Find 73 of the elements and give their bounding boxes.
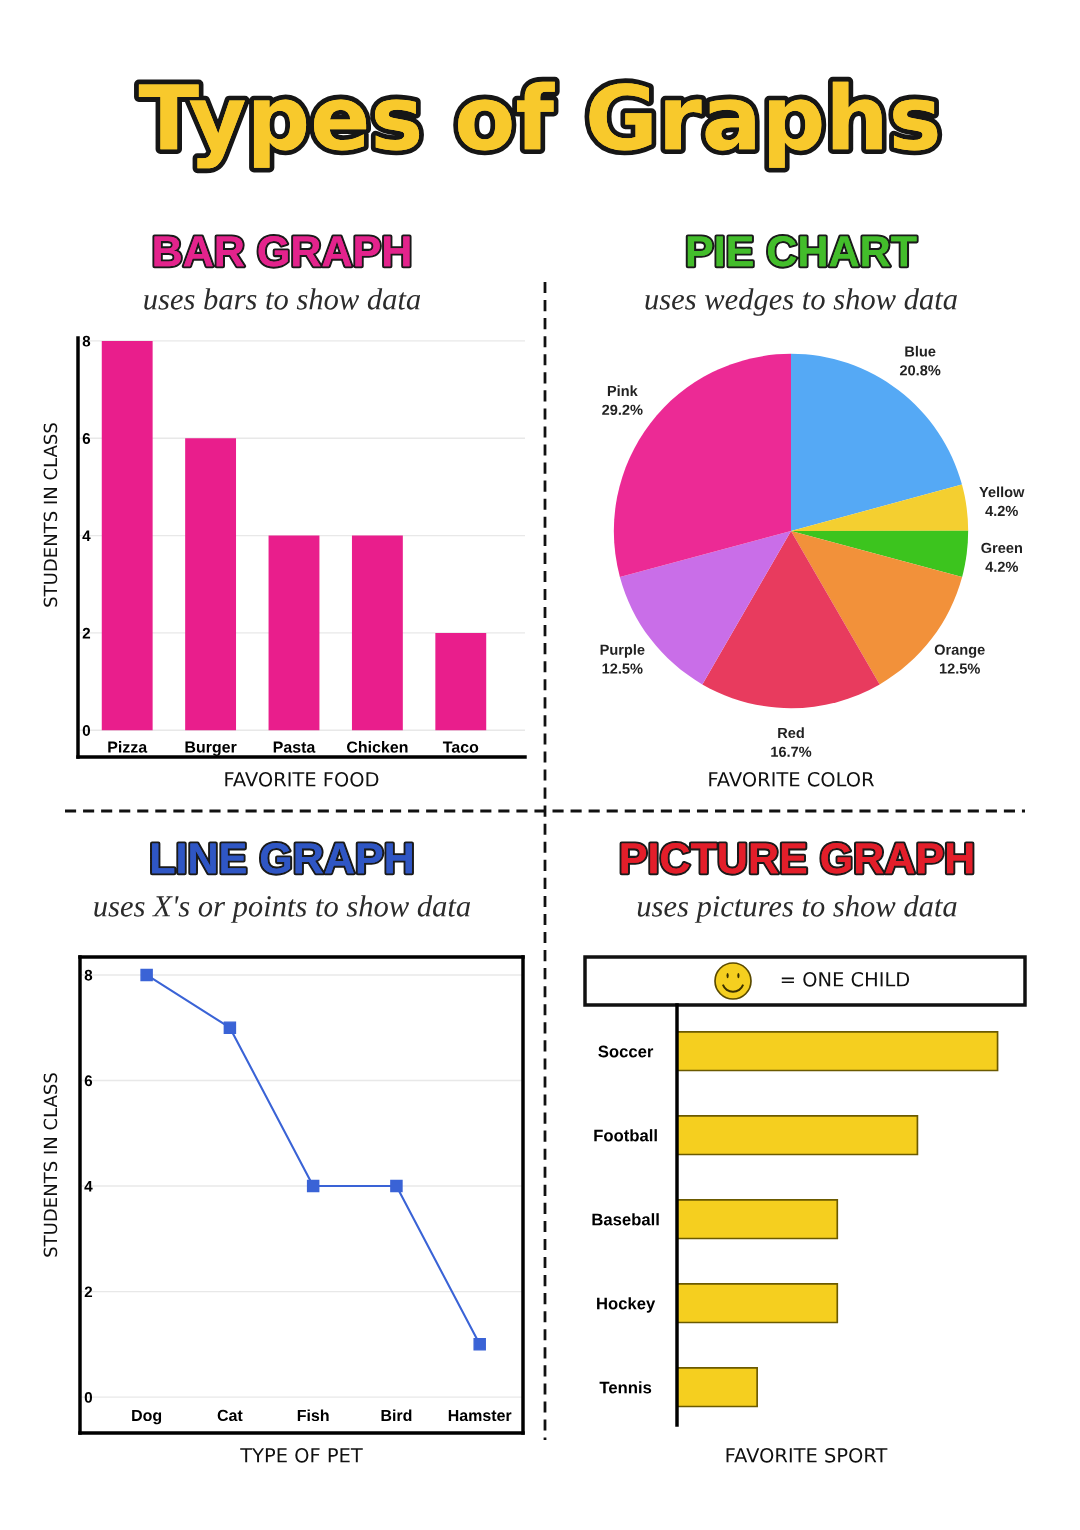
chart-subtitle: uses pictures to show data: [637, 895, 957, 923]
x-tick-label: Dog: [132, 1409, 162, 1425]
pie-slice: [702, 531, 880, 709]
x-tick-label: Cat: [217, 1409, 243, 1422]
bar: [677, 1115, 919, 1156]
y-tick-label: 6: [84, 1075, 93, 1087]
y-tick-label: 8: [84, 969, 93, 981]
x-tick-label: Fish: [297, 1409, 329, 1422]
x-tick-label: Burger: [185, 741, 237, 756]
data-label: 12.5%: [602, 663, 643, 674]
chart-title: LINE GRAPH: [152, 843, 412, 874]
point: [473, 1338, 486, 1351]
y-tick-label: 0: [84, 1391, 93, 1403]
y-tick-label: 4: [82, 530, 91, 542]
y-tick-label: 2: [82, 627, 91, 639]
chart-title: PIE CHART: [687, 236, 917, 267]
bar: [677, 1031, 999, 1072]
slice-label: Orange: [934, 644, 985, 658]
x-axis-title: TYPE OF PET: [240, 1447, 363, 1463]
y-tick-label: 2: [84, 1286, 93, 1298]
slice-label: Red: [778, 727, 804, 739]
y-axis-title: STUDENTS IN CLASS: [43, 423, 58, 607]
chart-subtitle: uses X's or points to show data: [94, 895, 471, 923]
y-tick-label: 8: [82, 335, 91, 347]
x-tick-label: Chicken: [346, 741, 408, 753]
data-label: 4.2%: [985, 561, 1019, 572]
x-tick-label: Taco: [442, 741, 479, 753]
bar: [185, 438, 237, 731]
point: [223, 1021, 237, 1034]
y-tick-label: 6: [82, 433, 91, 444]
data-label: 4.2%: [985, 505, 1018, 517]
x-tick-label: Pizza: [108, 741, 148, 753]
text: Types of Graphs: [138, 81, 938, 169]
bar: [677, 1367, 758, 1408]
slice-label: Purple: [600, 644, 645, 658]
y-tick-label: Baseball: [592, 1213, 659, 1226]
chart-title: PICTURE GRAPH: [621, 843, 973, 874]
slice-label: Green: [981, 542, 1022, 554]
y-tick-label: 4: [84, 1181, 93, 1192]
data-label: 29.2%: [602, 404, 643, 415]
bar: [677, 1283, 839, 1324]
point: [306, 1179, 320, 1193]
data-label: 20.8%: [899, 365, 941, 376]
bar: [435, 632, 487, 731]
slice-label: Blue: [905, 345, 936, 357]
bar: [268, 535, 320, 731]
point: [390, 1179, 403, 1193]
chart-subtitle: uses wedges to show data: [645, 288, 957, 316]
bar: [101, 340, 153, 731]
pie-slice: [791, 484, 969, 531]
bar: [677, 1199, 839, 1240]
x-axis-title: FAVORITE SPORT: [726, 1447, 888, 1463]
chart-subtitle: uses bars to show data: [144, 288, 421, 310]
x-tick-label: Pasta: [273, 741, 316, 753]
y-tick-label: 0: [82, 725, 91, 736]
pie-slice: [791, 530, 969, 577]
x-tick-label: Bird: [381, 1409, 412, 1422]
y-tick-label: Hockey: [597, 1297, 656, 1313]
x-tick-label: Hamster: [448, 1409, 512, 1422]
y-tick-label: Tennis: [599, 1381, 652, 1394]
y-tick-label: Soccer: [598, 1045, 654, 1058]
slice-label: Pink: [607, 385, 638, 396]
y-axis-title: STUDENTS IN CLASS: [43, 1073, 58, 1257]
data-label: 16.7%: [771, 746, 812, 757]
chart-title: BAR GRAPH: [154, 236, 410, 267]
slice-label: Yellow: [979, 486, 1025, 498]
data-label: 12.5%: [939, 663, 980, 674]
y-tick-label: Football: [594, 1129, 657, 1142]
bar: [351, 535, 403, 731]
point: [140, 968, 153, 982]
text: FAVORITE COLOR: [709, 771, 875, 787]
text: = ONE CHILD: [781, 971, 910, 987]
x-axis-title: FAVORITE FOOD: [225, 771, 379, 787]
